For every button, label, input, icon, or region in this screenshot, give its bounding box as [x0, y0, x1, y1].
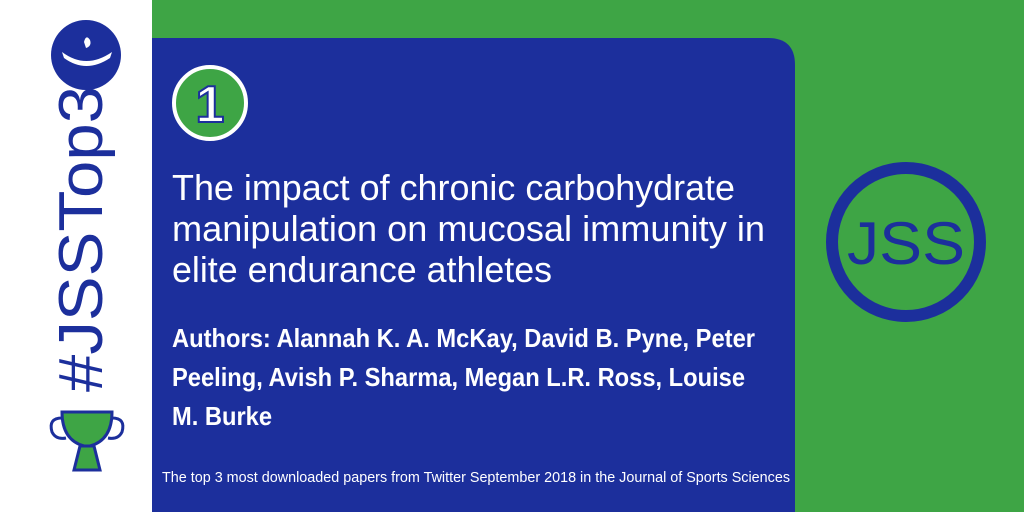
authors-line: Peeling, Avish P. Sharma, Megan L.R. Ros… [172, 362, 745, 392]
rank: 1 [196, 76, 225, 134]
jss-badge [826, 162, 986, 322]
title-line: manipulation on mucosal immunity in [172, 208, 765, 249]
journal-logo [51, 20, 121, 90]
title-line: The impact of chronic carbohydrate [172, 167, 735, 208]
footer: The top 3 most downloaded papers from Tw… [162, 469, 790, 486]
card [152, 38, 795, 512]
hashtag: #JSSTop3 [47, 86, 116, 392]
rank-badge [172, 65, 248, 141]
trophy-icon [49, 410, 125, 472]
title-line: elite endurance athletes [172, 249, 552, 290]
lamp-icon [62, 37, 112, 66]
jss-label: JSS [847, 210, 965, 277]
authors-line: Authors: Alannah K. A. McKay, David B. P… [172, 323, 755, 353]
authors-line: M. Burke [172, 401, 272, 431]
